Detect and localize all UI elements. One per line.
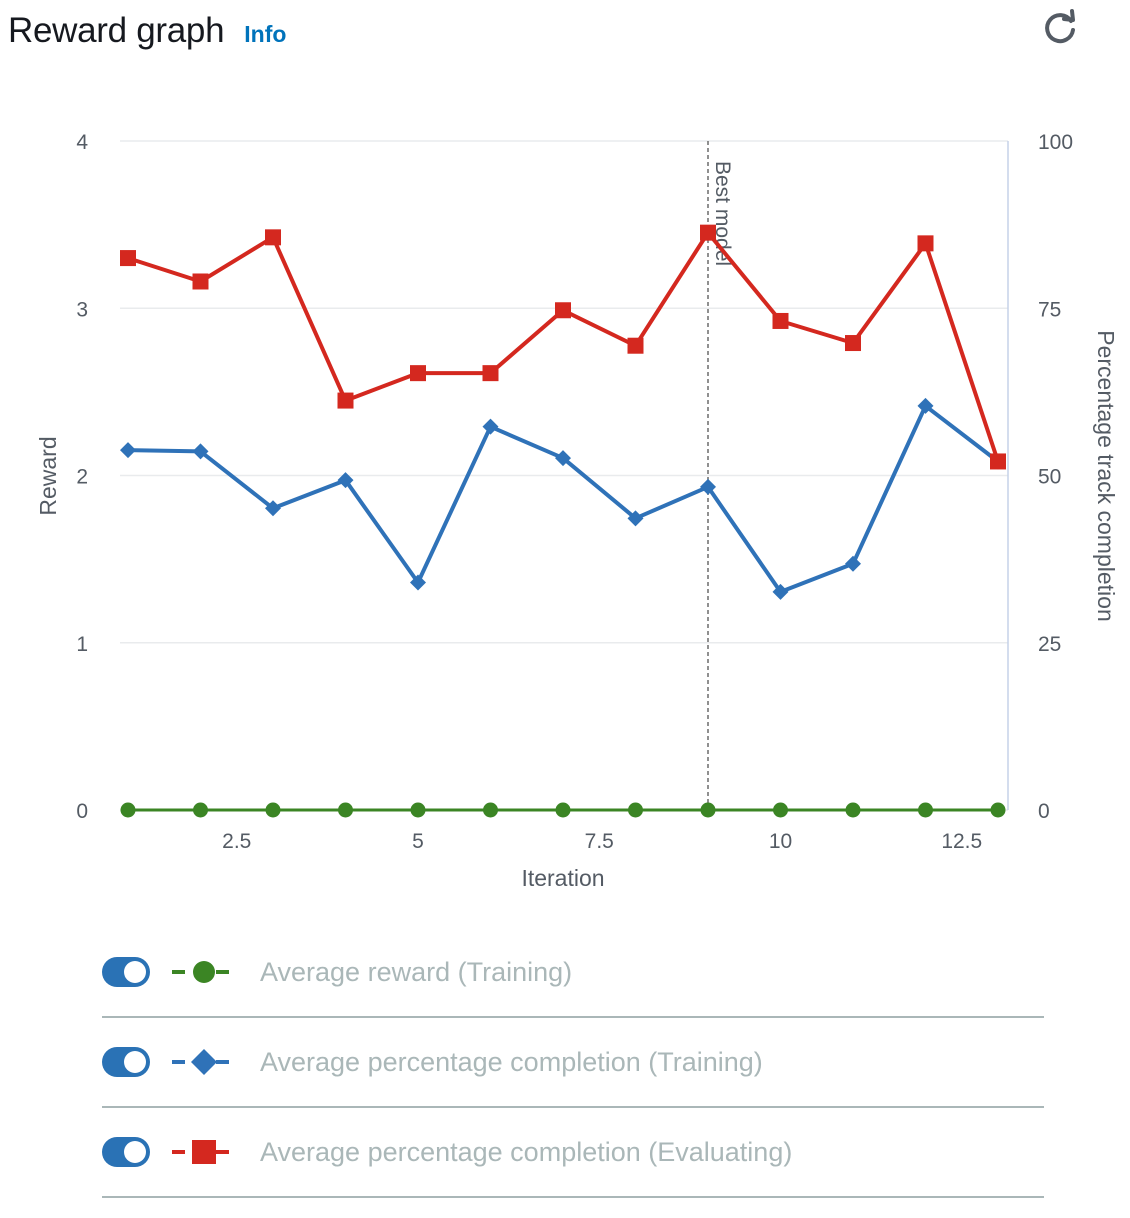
legend-item-percentage-evaluating: Average percentage completion (Evaluatin… <box>102 1108 1044 1198</box>
data-point <box>555 450 571 467</box>
data-point <box>193 802 208 818</box>
toggle-average-reward-training[interactable] <box>102 957 150 987</box>
toggle-percentage-evaluating[interactable] <box>102 1137 150 1167</box>
data-point <box>990 453 1006 470</box>
x-tick-label: 7.5 <box>585 830 614 853</box>
data-point <box>627 337 644 354</box>
x-tick-label: 10 <box>769 830 792 853</box>
data-point <box>338 802 353 818</box>
best-model-label: Best model <box>711 161 734 266</box>
legend-label: Average percentage completion (Evaluatin… <box>260 1136 793 1167</box>
data-point <box>410 365 426 382</box>
x-axis-label: Iteration <box>521 865 604 891</box>
y2-tick-label: 0 <box>1038 800 1050 823</box>
y2-tick-label: 50 <box>1038 466 1061 489</box>
data-point <box>918 802 933 818</box>
toggle-knob <box>124 961 146 983</box>
data-point <box>700 478 716 495</box>
data-point <box>120 250 136 267</box>
data-point <box>845 335 861 352</box>
data-point <box>120 802 136 818</box>
y2-tick-label: 100 <box>1038 131 1073 154</box>
data-point <box>483 802 498 818</box>
data-point <box>192 273 209 290</box>
info-link[interactable]: Info <box>244 20 287 47</box>
y-axis-label: Reward <box>35 436 61 515</box>
legend-label: Average percentage completion (Training) <box>260 1046 763 1077</box>
data-point <box>265 802 281 818</box>
header: Reward graph Info <box>8 6 286 56</box>
data-point <box>773 802 788 818</box>
circle-marker-icon <box>172 961 238 983</box>
page-title: Reward graph <box>8 11 225 50</box>
data-point <box>337 472 354 489</box>
legend: Average reward (Training) Average percen… <box>102 928 1044 1198</box>
data-point <box>772 312 789 329</box>
data-point <box>628 802 643 818</box>
data-point <box>627 510 644 527</box>
legend-item-average-reward-training: Average reward (Training) <box>102 928 1044 1018</box>
data-point <box>700 802 716 818</box>
data-point <box>482 418 499 435</box>
data-point <box>555 302 571 319</box>
y2-tick-label: 75 <box>1038 298 1061 321</box>
data-point <box>410 574 426 591</box>
y2-tick-label: 25 <box>1038 633 1061 656</box>
data-point <box>917 397 934 414</box>
data-point <box>265 229 281 246</box>
data-point <box>265 500 281 517</box>
data-point <box>120 442 136 459</box>
square-marker-icon <box>172 1140 238 1164</box>
data-point <box>990 802 1006 818</box>
data-point <box>845 555 861 572</box>
toggle-percentage-training[interactable] <box>102 1047 150 1077</box>
data-point <box>845 802 861 818</box>
data-point <box>700 224 716 241</box>
series-line <box>127 230 1000 463</box>
data-point <box>337 392 354 409</box>
data-point <box>192 443 209 460</box>
legend-label: Average reward (Training) <box>260 956 573 987</box>
series-line <box>127 403 1000 594</box>
data-point <box>555 802 571 818</box>
x-tick-label: 12.5 <box>941 830 982 853</box>
diamond-marker-icon <box>172 1049 238 1075</box>
x-tick-label: 5 <box>412 830 424 853</box>
refresh-button[interactable] <box>1040 8 1080 48</box>
toggle-knob <box>124 1051 146 1073</box>
refresh-icon <box>1045 9 1075 44</box>
toggle-knob <box>124 1141 146 1163</box>
data-point <box>410 802 426 818</box>
y-tick-label: 4 <box>76 131 88 154</box>
y-tick-label: 3 <box>76 298 88 321</box>
y-tick-label: 2 <box>76 466 88 489</box>
data-point <box>482 365 499 382</box>
y2-axis-label: Percentage track completion <box>1093 330 1119 622</box>
y-tick-label: 1 <box>76 633 88 656</box>
y-tick-label: 0 <box>76 800 88 823</box>
x-tick-label: 2.5 <box>222 830 251 853</box>
data-point <box>917 235 934 252</box>
legend-item-percentage-training: Average percentage completion (Training) <box>102 1018 1044 1108</box>
data-point <box>772 583 789 600</box>
